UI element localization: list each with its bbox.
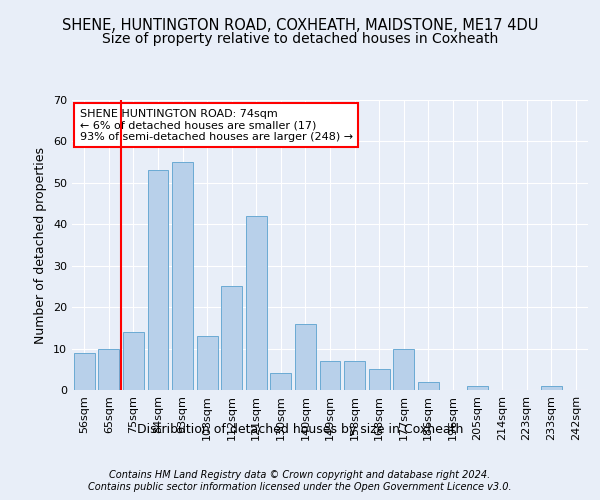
Bar xyxy=(393,348,414,390)
Bar xyxy=(467,386,488,390)
Bar xyxy=(344,361,365,390)
Bar xyxy=(74,352,95,390)
Bar xyxy=(98,348,119,390)
Bar xyxy=(295,324,316,390)
Bar xyxy=(320,361,340,390)
Bar xyxy=(368,370,389,390)
Bar xyxy=(148,170,169,390)
Bar xyxy=(541,386,562,390)
Bar xyxy=(418,382,439,390)
Bar xyxy=(197,336,218,390)
Bar xyxy=(246,216,267,390)
Bar xyxy=(123,332,144,390)
Text: Size of property relative to detached houses in Coxheath: Size of property relative to detached ho… xyxy=(102,32,498,46)
Y-axis label: Number of detached properties: Number of detached properties xyxy=(34,146,47,344)
Text: SHENE, HUNTINGTON ROAD, COXHEATH, MAIDSTONE, ME17 4DU: SHENE, HUNTINGTON ROAD, COXHEATH, MAIDST… xyxy=(62,18,538,32)
Text: Contains HM Land Registry data © Crown copyright and database right 2024.: Contains HM Land Registry data © Crown c… xyxy=(109,470,491,480)
Bar xyxy=(271,374,292,390)
Text: SHENE HUNTINGTON ROAD: 74sqm
← 6% of detached houses are smaller (17)
93% of sem: SHENE HUNTINGTON ROAD: 74sqm ← 6% of det… xyxy=(80,108,353,142)
Text: Contains public sector information licensed under the Open Government Licence v3: Contains public sector information licen… xyxy=(88,482,512,492)
Text: Distribution of detached houses by size in Coxheath: Distribution of detached houses by size … xyxy=(137,422,463,436)
Bar xyxy=(221,286,242,390)
Bar xyxy=(172,162,193,390)
